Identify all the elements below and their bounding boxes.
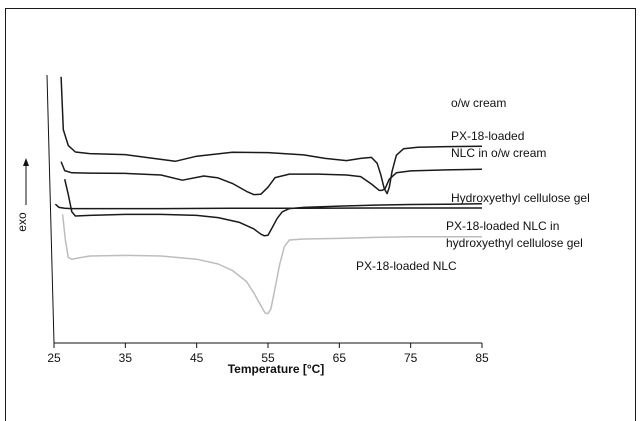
curve-ow-cream bbox=[60, 76, 483, 195]
axes-group: 25 35 45 55 65 75 85 bbox=[23, 74, 489, 365]
curves-group bbox=[54, 76, 483, 315]
chart-frame bbox=[5, 8, 636, 421]
x-axis-title: Temperature [°C] bbox=[228, 362, 325, 376]
label-nlc-in-ow-cream: NLC in o/w cream bbox=[451, 146, 546, 160]
x-tick-label: 25 bbox=[47, 351, 61, 365]
label-hec-gel: Hydroxyethyl cellulose gel bbox=[451, 191, 590, 205]
x-tick-label: 35 bbox=[119, 351, 133, 365]
label-ow-cream: o/w cream bbox=[451, 96, 506, 110]
x-tick-label: 85 bbox=[475, 351, 489, 365]
x-tick-label: 65 bbox=[333, 351, 347, 365]
labels-group: o/w cream PX-18-loaded NLC in o/w cream Hyd… bbox=[356, 96, 590, 273]
y-axis-title: exo bbox=[15, 212, 29, 232]
label-hec-gel-2: hydroxyethyl cellulose gel bbox=[446, 236, 583, 250]
exo-arrow-head bbox=[23, 158, 29, 166]
curve-hec-gel bbox=[54, 203, 482, 210]
label-px18-loaded: PX-18-loaded bbox=[451, 129, 524, 143]
curve-nlc-in-ow-cream bbox=[60, 161, 483, 196]
x-tick-label: 55 bbox=[261, 351, 275, 365]
label-px18-nlc: PX-18-loaded NLC bbox=[356, 259, 457, 273]
x-tick-label: 45 bbox=[190, 351, 204, 365]
x-tick-label: 75 bbox=[404, 351, 418, 365]
y-axis-line bbox=[46, 74, 55, 344]
curve-nlc-in-hec-gel bbox=[63, 179, 483, 237]
curve-px18-nlc bbox=[61, 214, 482, 315]
label-px18-nlc-in: PX-18-loaded NLC in bbox=[446, 219, 559, 233]
